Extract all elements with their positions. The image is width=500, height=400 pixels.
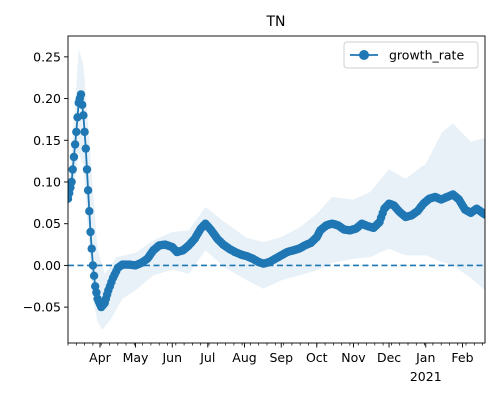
chart-title: TN	[265, 14, 285, 30]
data-point	[85, 207, 94, 216]
data-point	[89, 271, 99, 280]
y-tick-label: 0.05	[33, 216, 61, 231]
legend-box	[343, 41, 479, 69]
data-point	[82, 165, 92, 174]
y-tick-label: 0.00	[33, 258, 61, 273]
confidence-band	[68, 48, 485, 330]
x-axis: Apr May Jun Jul Aug Sep Oct Nov Dec Jan 2021 Feb	[67, 343, 483, 384]
x-tick-label: May	[123, 350, 149, 365]
data-point	[69, 152, 79, 162]
y-tick-label: 0.25	[33, 49, 61, 64]
data-point	[80, 127, 89, 137]
data-point	[87, 244, 96, 253]
y-tick-label: 0.10	[33, 174, 61, 189]
y-axis: −0.05 0.00 0.05 0.10 0.15 0.20 0.25	[23, 49, 68, 315]
plot-area	[67, 35, 486, 344]
x-tick-label: Jun	[161, 350, 182, 365]
x-tick-label: Dec	[377, 350, 401, 365]
data-point	[86, 227, 95, 237]
confidence-band-layer	[68, 48, 485, 330]
data-point	[68, 165, 77, 174]
data-point	[72, 127, 81, 137]
x-tick-label: Jul	[199, 350, 215, 365]
series-marker-layer	[68, 90, 485, 312]
x-tick-label: Apr	[89, 350, 111, 365]
x-tick-label: Jan	[415, 350, 435, 365]
y-tick-label: 0.15	[33, 133, 61, 148]
legend-label-growth-rate: growth_rate	[389, 48, 464, 63]
x-tick-year-label: 2021	[410, 369, 442, 384]
data-point	[76, 90, 86, 99]
legend-marker-swatch	[359, 50, 369, 60]
data-point	[78, 100, 87, 110]
data-point	[79, 111, 88, 120]
data-point	[480, 210, 485, 219]
x-tick-label: Sep	[269, 350, 293, 365]
data-point	[92, 288, 101, 297]
data-point	[68, 177, 76, 187]
data-point	[83, 186, 93, 195]
plot-frame	[67, 35, 486, 344]
data-point	[81, 144, 91, 153]
x-tick-label: Aug	[232, 350, 256, 365]
y-tick-label: −0.05	[23, 300, 61, 315]
y-tick-label: 0.20	[33, 91, 61, 106]
x-tick-label: Nov	[341, 350, 366, 365]
data-point	[88, 261, 98, 270]
x-tick-label: Feb	[451, 350, 473, 365]
x-tick-label: Oct	[306, 350, 328, 365]
data-point	[70, 140, 80, 149]
legend: growth_rate	[343, 41, 479, 69]
